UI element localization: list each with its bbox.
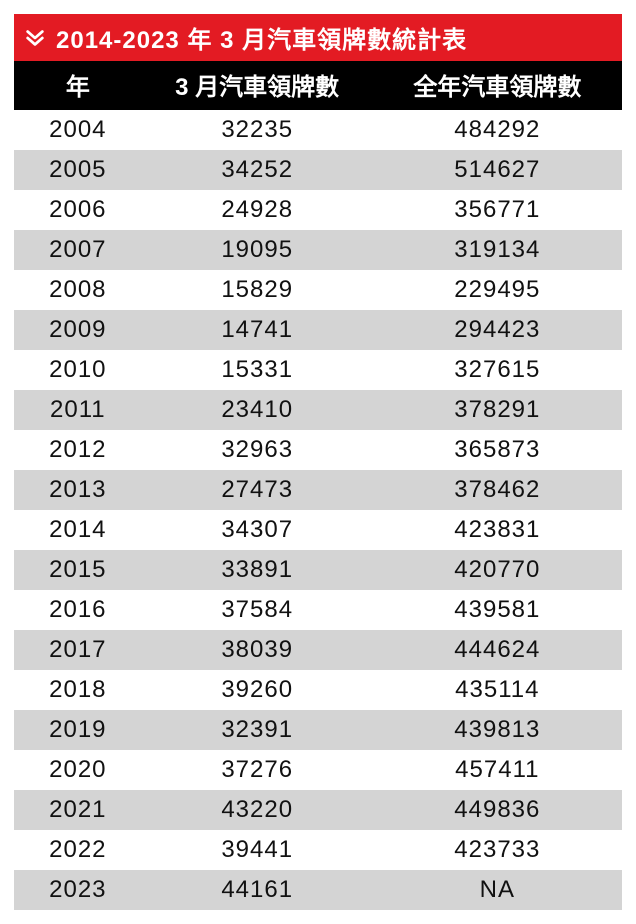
cell-year-total: 439813 [373, 710, 622, 750]
cell-year-total: 444624 [373, 630, 622, 670]
chevron-double-down-icon [24, 27, 46, 49]
cell-year-total: 378462 [373, 470, 622, 510]
cell-year-total: 365873 [373, 430, 622, 470]
cell-march: 15331 [142, 350, 373, 390]
table-body: 2004322354842922005342525146272006249283… [14, 110, 622, 910]
cell-march: 39260 [142, 670, 373, 710]
table-row: 201327473378462 [14, 470, 622, 510]
cell-year: 2014 [14, 510, 142, 550]
cell-year: 2017 [14, 630, 142, 670]
table-row: 201839260435114 [14, 670, 622, 710]
cell-year: 2004 [14, 110, 142, 150]
cell-march: 39441 [142, 830, 373, 870]
table-row: 202037276457411 [14, 750, 622, 790]
cell-year: 2013 [14, 470, 142, 510]
table-row: 201015331327615 [14, 350, 622, 390]
cell-march: 44161 [142, 870, 373, 910]
cell-year-total: 423831 [373, 510, 622, 550]
cell-year-total: 319134 [373, 230, 622, 270]
cell-year-total: 420770 [373, 550, 622, 590]
cell-march: 38039 [142, 630, 373, 670]
table-row: 200815829229495 [14, 270, 622, 310]
cell-march: 24928 [142, 190, 373, 230]
table-row: 200719095319134 [14, 230, 622, 270]
table-row: 201232963365873 [14, 430, 622, 470]
cell-year: 2007 [14, 230, 142, 270]
cell-year-total: 484292 [373, 110, 622, 150]
table-row: 202239441423733 [14, 830, 622, 870]
cell-year: 2016 [14, 590, 142, 630]
cell-year: 2023 [14, 870, 142, 910]
table-row: 200624928356771 [14, 190, 622, 230]
cell-march: 32235 [142, 110, 373, 150]
table-row: 201533891420770 [14, 550, 622, 590]
cell-year: 2020 [14, 750, 142, 790]
table-row: 200534252514627 [14, 150, 622, 190]
cell-year: 2018 [14, 670, 142, 710]
cell-march: 43220 [142, 790, 373, 830]
cell-year: 2012 [14, 430, 142, 470]
table-title-bar: 2014-2023 年 3 月汽車領牌數統計表 [14, 14, 622, 61]
cell-year-total: 378291 [373, 390, 622, 430]
cell-year-total: 229495 [373, 270, 622, 310]
cell-march: 23410 [142, 390, 373, 430]
table-row: 201434307423831 [14, 510, 622, 550]
cell-year-total: 423733 [373, 830, 622, 870]
table-header-row: 年 3 月汽車領牌數 全年汽車領牌數 [14, 61, 622, 110]
cell-year-total: 449836 [373, 790, 622, 830]
cell-march: 27473 [142, 470, 373, 510]
table-row: 201932391439813 [14, 710, 622, 750]
col-header-year: 年 [14, 61, 142, 110]
table-row: 201637584439581 [14, 590, 622, 630]
cell-year: 2011 [14, 390, 142, 430]
cell-year: 2019 [14, 710, 142, 750]
cell-year-total: NA [373, 870, 622, 910]
cell-march: 32963 [142, 430, 373, 470]
cell-year: 2005 [14, 150, 142, 190]
cell-year: 2010 [14, 350, 142, 390]
col-header-march: 3 月汽車領牌數 [142, 61, 373, 110]
cell-year-total: 327615 [373, 350, 622, 390]
table-row: 201738039444624 [14, 630, 622, 670]
registration-table: 2014-2023 年 3 月汽車領牌數統計表 年 3 月汽車領牌數 全年汽車領… [14, 14, 622, 910]
cell-march: 34307 [142, 510, 373, 550]
cell-year-total: 294423 [373, 310, 622, 350]
cell-march: 37584 [142, 590, 373, 630]
table-row: 200432235484292 [14, 110, 622, 150]
table-title: 2014-2023 年 3 月汽車領牌數統計表 [56, 20, 467, 55]
table-row: 202344161NA [14, 870, 622, 910]
cell-march: 37276 [142, 750, 373, 790]
table-row: 201123410378291 [14, 390, 622, 430]
cell-year: 2008 [14, 270, 142, 310]
cell-year: 2022 [14, 830, 142, 870]
cell-march: 14741 [142, 310, 373, 350]
cell-march: 33891 [142, 550, 373, 590]
cell-year: 2009 [14, 310, 142, 350]
cell-year: 2021 [14, 790, 142, 830]
cell-year-total: 435114 [373, 670, 622, 710]
col-header-year-total: 全年汽車領牌數 [373, 61, 622, 110]
cell-march: 34252 [142, 150, 373, 190]
cell-year: 2015 [14, 550, 142, 590]
cell-year-total: 439581 [373, 590, 622, 630]
cell-march: 32391 [142, 710, 373, 750]
cell-march: 15829 [142, 270, 373, 310]
cell-year-total: 514627 [373, 150, 622, 190]
cell-year: 2006 [14, 190, 142, 230]
table-row: 200914741294423 [14, 310, 622, 350]
cell-year-total: 356771 [373, 190, 622, 230]
table-row: 202143220449836 [14, 790, 622, 830]
cell-march: 19095 [142, 230, 373, 270]
cell-year-total: 457411 [373, 750, 622, 790]
